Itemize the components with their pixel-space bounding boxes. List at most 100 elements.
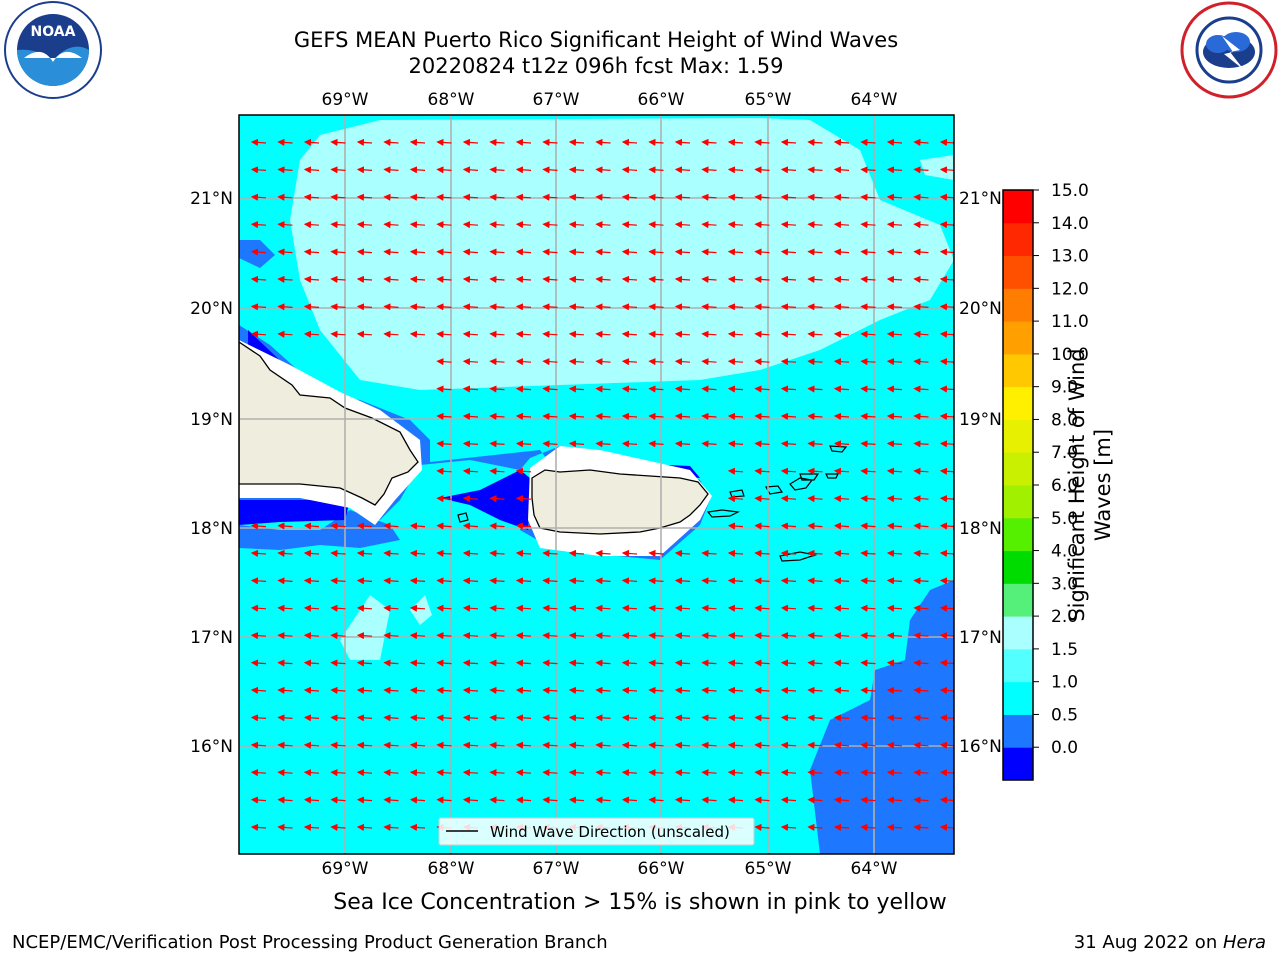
wave-direction-arrow [542,796,558,804]
lon-label: 67°W [533,90,580,110]
wave-direction-arrow [277,138,293,147]
wave-direction-arrow [807,632,823,640]
wave-direction-arrow [542,303,558,311]
wave-direction-arrow [542,440,558,448]
wave-direction-arrow [886,632,903,640]
wave-direction-arrow [754,769,770,777]
wave-direction-arrow [436,412,452,421]
wave-direction-arrow [807,796,823,804]
wave-direction-arrow [595,686,611,695]
wave-direction-arrow [833,741,850,749]
wave-direction-arrow [330,769,346,777]
wave-direction-arrow [754,659,770,667]
wave-direction-arrow [568,796,585,804]
wave-direction-arrow [807,330,823,338]
wave-direction-arrow [515,796,532,804]
wave-direction-arrow [621,741,638,749]
wave-direction-arrow [860,358,876,366]
wave-direction-arrow [754,796,770,804]
wave-direction-arrow [303,769,320,777]
wave-direction-arrow [250,549,267,558]
colorbar-tick-label: 14.0 [1051,214,1089,234]
lon-label: 65°W [745,90,792,110]
wave-direction-arrow [886,769,903,777]
wave-direction-arrow [754,714,770,722]
wave-direction-arrow [727,741,744,749]
wave-direction-arrow [330,823,346,832]
wave-direction-arrow [330,522,346,530]
wave-direction-arrow [648,303,664,311]
wave-direction-arrow [250,275,267,284]
wave-direction-arrow [568,138,585,147]
wave-direction-arrow [250,796,267,804]
legend-label: Wind Wave Direction (unscaled) [490,823,730,841]
wave-direction-arrow [913,522,929,530]
wave-direction-arrow [436,549,452,558]
wave-direction-arrow [409,632,426,640]
wave-direction-arrow [462,166,479,174]
wave-direction-arrow [674,193,691,201]
wave-direction-arrow [568,741,585,749]
wave-direction-arrow [886,248,903,256]
wave-direction-arrow [409,796,426,804]
wave-direction-arrow [754,604,770,612]
wave-direction-arrow [674,577,691,585]
wave-direction-arrow [674,741,691,749]
colorbar-tick-label: 3.0 [1051,574,1078,594]
wave-direction-arrow [595,358,611,366]
wave-direction-arrow [409,604,426,612]
wave-direction-arrow [833,686,850,695]
wave-direction-arrow [807,138,823,147]
wave-direction-arrow [356,659,373,667]
wave-direction-arrow [515,440,532,448]
wave-direction-arrow [595,741,611,749]
wave-direction-arrow [674,686,691,695]
wave-direction-arrow [250,166,267,174]
wave-direction-arrow [727,275,744,284]
wave-direction-arrow [780,659,797,667]
map-legend: Wind Wave Direction (unscaled) [438,817,755,846]
wave-direction-arrow [939,166,954,174]
wave-direction-arrow [330,248,346,256]
wave-direction-arrow [886,604,903,612]
wave-direction-arrow [939,385,954,393]
wave-direction-arrow [303,741,320,749]
wave-direction-arrow [648,166,664,174]
wave-direction-arrow [383,604,399,612]
wave-direction-arrow [568,358,585,366]
wave-direction-arrow [277,303,293,311]
wave-direction-arrow [250,577,267,585]
wave-direction-arrow [568,166,585,174]
wave-direction-arrow [277,741,293,749]
colorbar-bin [1003,517,1033,552]
wave-direction-arrow [462,577,479,585]
wave-direction-arrow [277,604,293,612]
wave-direction-arrow [648,385,664,393]
wave-direction-arrow [860,823,876,832]
wave-direction-arrow [462,495,479,503]
wave-direction-arrow [409,577,426,585]
wave-direction-arrow [833,577,850,585]
wave-direction-arrow [462,193,479,201]
wave-direction-arrow [860,138,876,147]
wave-direction-arrow [383,221,399,229]
wave-direction-arrow [807,495,823,503]
wave-direction-arrow [489,659,505,667]
wave-direction-arrow [648,275,664,284]
wave-direction-arrow [277,549,293,558]
wave-direction-arrow [886,166,903,174]
wave-direction-arrow [886,412,903,421]
wave-direction-arrow [489,330,505,338]
wave-direction-arrow [595,577,611,585]
wave-direction-arrow [462,604,479,612]
wave-direction-arrow [303,275,320,284]
wave-direction-arrow [383,166,399,174]
wave-direction-arrow [595,412,611,421]
wave-direction-arrow [303,138,320,147]
wave-direction-arrow [754,358,770,366]
wave-direction-arrow [939,193,954,201]
wave-direction-arrow [436,440,452,448]
colorbar-tick-label: 1.5 [1051,640,1078,660]
wave-direction-arrow [568,303,585,311]
wave-direction-arrow [356,522,373,530]
